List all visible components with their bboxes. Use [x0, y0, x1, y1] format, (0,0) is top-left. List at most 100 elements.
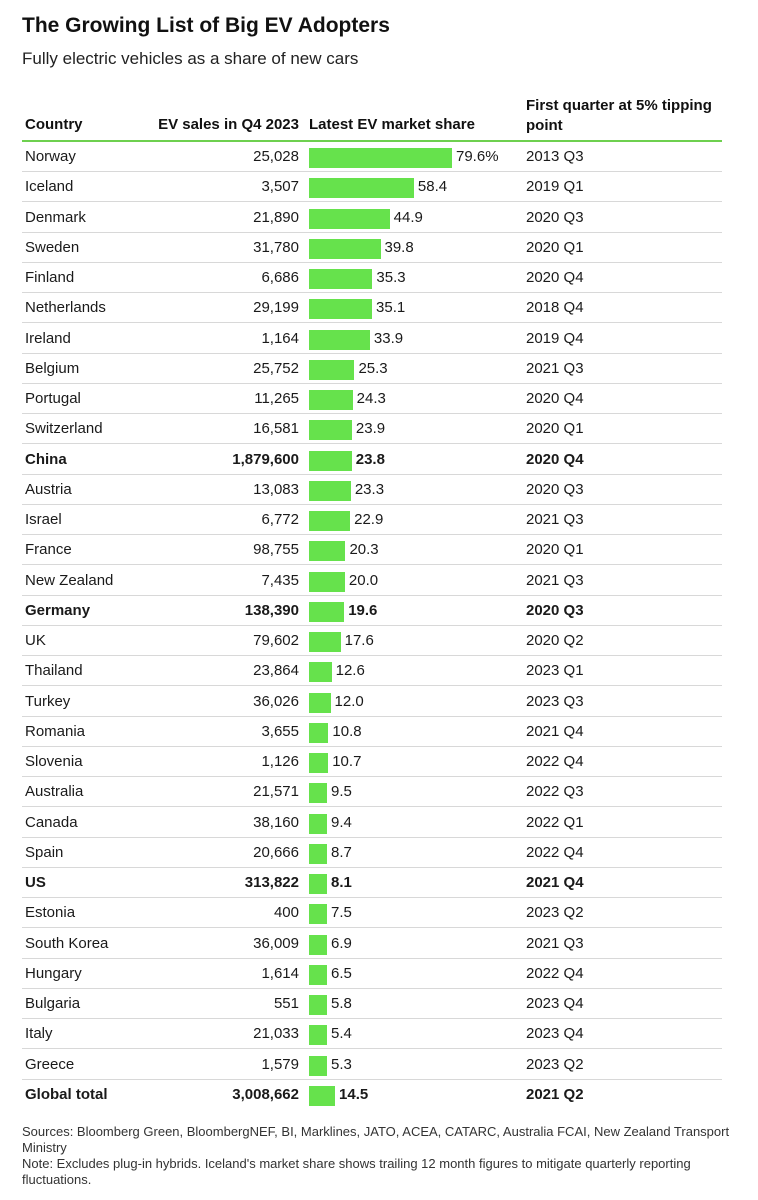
row-divider [22, 1018, 722, 1019]
country-cell: Sweden [25, 238, 80, 256]
share-label: 14.5 [339, 1085, 369, 1103]
share-bar [309, 148, 452, 168]
sales-cell: 1,164 [261, 329, 299, 347]
country-cell: Hungary [25, 964, 82, 982]
row-divider [22, 1078, 722, 1080]
row-divider [22, 322, 722, 324]
row-divider [22, 655, 722, 656]
share-bar [309, 511, 351, 531]
sales-cell: 1,579 [261, 1055, 299, 1073]
country-cell: Spain [25, 843, 64, 861]
row-divider [22, 171, 722, 172]
share-label: 10.7 [332, 753, 362, 770]
tipping-cell: 2019 Q1 [526, 178, 584, 196]
table-row: Italy 21,033 5.4 2023 Q4 [0, 1019, 758, 1050]
table-row: Slovenia 1,126 10.7 2022 Q4 [0, 747, 758, 777]
share-label: 6.5 [331, 964, 352, 982]
country-cell: UK [25, 632, 46, 649]
country-cell: South Korea [25, 934, 109, 952]
share-bar [309, 269, 373, 289]
tipping-cell: 2022 Q4 [526, 753, 584, 770]
chart-subtitle: Fully electric vehicles as a share of ne… [22, 49, 359, 68]
share-bar [309, 390, 353, 410]
sales-cell: 79,602 [253, 632, 299, 649]
row-divider [22, 776, 722, 777]
share-bar [309, 995, 327, 1015]
row-divider [22, 987, 722, 989]
share-label: 10.8 [332, 722, 362, 740]
footer-sources: Sources: Bloomberg Green, BloombergNEF, … [22, 1124, 730, 1155]
sales-cell: 1,614 [261, 964, 299, 982]
share-bar [309, 813, 327, 834]
row-divider [22, 806, 722, 808]
country-cell: Italy [25, 1025, 53, 1043]
row-divider [22, 292, 722, 293]
table-row: New Zealand 7,435 20.0 2021 Q3 [0, 566, 758, 596]
tipping-cell: 2021 Q3 [526, 571, 584, 589]
table-row: Germany 138,390 19.6 2020 Q3 [0, 596, 758, 626]
country-cell: Finland [25, 269, 75, 286]
row-divider [22, 624, 722, 626]
share-label: 25.3 [358, 359, 388, 377]
tipping-cell: 2020 Q1 [526, 420, 584, 438]
share-label: 35.3 [376, 269, 406, 286]
tipping-cell: 2013 Q3 [526, 148, 584, 165]
share-label: 24.3 [356, 390, 386, 407]
sales-cell: 3,655 [261, 722, 299, 740]
tipping-cell: 2021 Q4 [526, 874, 584, 891]
tipping-cell: 2021 Q3 [526, 359, 584, 377]
sales-cell: 23,864 [253, 662, 299, 680]
tipping-cell: 2019 Q4 [526, 329, 584, 347]
header-rule [22, 140, 722, 142]
share-bar [309, 571, 345, 592]
share-bar [309, 964, 327, 985]
tipping-cell: 2021 Q3 [526, 934, 584, 952]
header-share: Latest EV market share [309, 116, 475, 133]
table-row: Hungary 1,614 6.5 2022 Q4 [0, 959, 758, 989]
sales-cell: 400 [273, 904, 299, 922]
tipping-cell: 2021 Q3 [526, 511, 584, 528]
country-cell: Switzerland [25, 420, 103, 438]
share-bar [309, 178, 414, 199]
sales-cell: 3,008,662 [232, 1085, 299, 1103]
country-cell: Netherlands [25, 299, 106, 317]
tipping-cell: 2022 Q3 [526, 783, 584, 801]
share-label: 7.5 [331, 904, 352, 922]
table-row: Netherlands 29,199 35.1 2018 Q4 [0, 293, 758, 324]
country-cell: Bulgaria [25, 995, 81, 1012]
row-divider [22, 534, 722, 535]
table-row: Bulgaria 551 5.8 2023 Q4 [0, 989, 758, 1019]
table-row: Greece 1,579 5.3 2023 Q2 [0, 1050, 758, 1080]
sales-cell: 3,507 [261, 178, 299, 196]
table-row: Belgium 25,752 25.3 2021 Q3 [0, 354, 758, 384]
header-tipping-point: First quarter at 5% tipping point [526, 97, 712, 134]
share-bar [309, 692, 331, 713]
share-bar [309, 541, 346, 562]
share-bar [309, 1085, 336, 1106]
row-divider [22, 745, 722, 747]
sales-cell: 25,752 [253, 359, 299, 377]
share-label: 23.3 [354, 480, 385, 498]
table-row: Estonia 400 7.5 2023 Q2 [0, 898, 758, 929]
share-label: 5.8 [331, 995, 352, 1012]
share-label: 9.5 [331, 783, 352, 801]
sales-cell: 11,265 [254, 390, 299, 407]
sales-cell: 6,686 [261, 269, 299, 286]
country-cell: Romania [25, 722, 86, 740]
sales-cell: 25,028 [253, 148, 299, 165]
share-bar [309, 632, 341, 652]
row-divider [22, 866, 722, 868]
share-label: 9.4 [331, 813, 352, 831]
share-label: 23.9 [355, 420, 386, 438]
table-row: UK 79,602 17.6 2020 Q2 [0, 626, 758, 656]
row-divider [22, 897, 722, 898]
sales-cell: 1,126 [261, 753, 299, 770]
country-cell: Ireland [25, 329, 71, 347]
share-bar [309, 934, 327, 955]
table-row: Spain 20,666 8.7 2022 Q4 [0, 838, 758, 868]
tipping-cell: 2020 Q1 [526, 238, 584, 256]
row-divider [22, 1048, 722, 1050]
share-bar [309, 1055, 327, 1076]
share-label: 19.6 [348, 601, 378, 619]
tipping-cell: 2020 Q4 [526, 450, 584, 468]
